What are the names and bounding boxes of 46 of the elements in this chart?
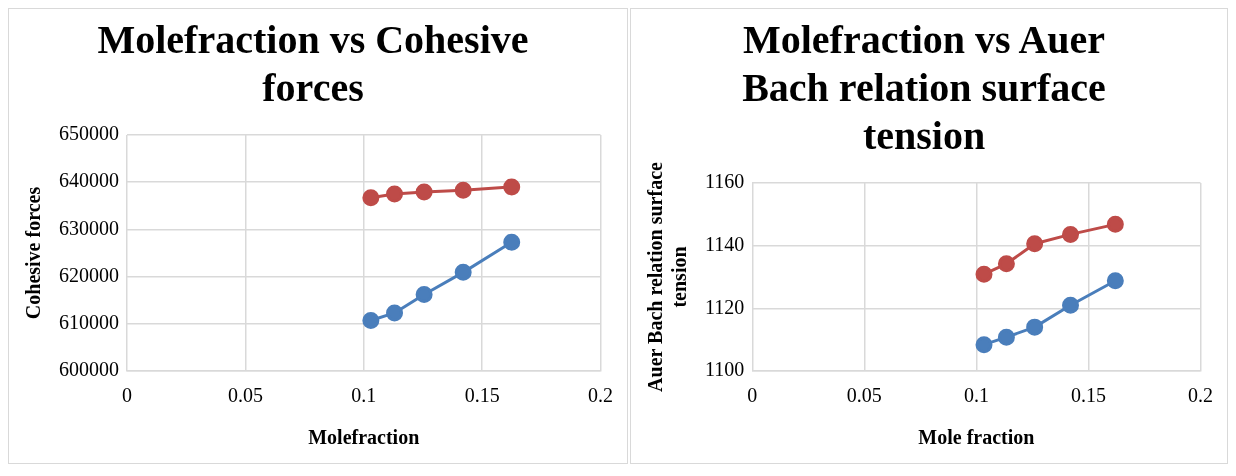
x-tick-label: 0.05 bbox=[227, 384, 263, 407]
chart-title: Molefraction vs Auer Bach relation surface tension bbox=[742, 17, 1106, 159]
x-axis-title: Molefraction bbox=[308, 426, 420, 449]
y-tick-label: 610000 bbox=[59, 311, 119, 334]
x-axis-title: Mole fraction bbox=[918, 426, 1035, 449]
y-tick-label: 600000 bbox=[59, 358, 119, 381]
x-tick-label: 0 bbox=[122, 384, 132, 407]
x-tick-label: 0.05 bbox=[846, 384, 882, 407]
y-tick-label: 640000 bbox=[59, 169, 119, 192]
x-tick-label: 0.2 bbox=[588, 384, 613, 407]
point bbox=[415, 286, 433, 304]
point bbox=[1026, 235, 1044, 253]
y-tick-label: 1120 bbox=[704, 295, 745, 318]
point bbox=[997, 255, 1015, 273]
point bbox=[1106, 272, 1124, 290]
point bbox=[1106, 215, 1124, 233]
y-tick-label: 620000 bbox=[59, 263, 119, 286]
chart-title: Molefraction vs Cohesive forces bbox=[97, 17, 529, 111]
point bbox=[454, 263, 472, 281]
point bbox=[975, 265, 993, 283]
x-tick-label: 0.15 bbox=[1070, 384, 1106, 407]
point bbox=[1062, 225, 1080, 243]
point bbox=[1062, 296, 1080, 314]
point bbox=[997, 328, 1015, 346]
y-axis-title: Auer Bach relation surface tension bbox=[644, 161, 691, 392]
point bbox=[386, 185, 404, 203]
y-tick-label: 650000 bbox=[59, 122, 119, 145]
point bbox=[503, 178, 521, 196]
point bbox=[1026, 318, 1044, 336]
point bbox=[362, 312, 380, 329]
x-tick-label: 0.1 bbox=[963, 384, 989, 407]
y-axis-title: Cohesive forces bbox=[22, 186, 45, 320]
point bbox=[454, 181, 472, 199]
point bbox=[975, 336, 993, 354]
point bbox=[386, 304, 404, 322]
point bbox=[362, 189, 380, 207]
y-tick-label: 1160 bbox=[704, 170, 745, 193]
x-tick-label: 0 bbox=[747, 384, 758, 407]
x-tick-label: 0.2 bbox=[1188, 384, 1213, 407]
x-tick-label: 0.15 bbox=[464, 384, 500, 407]
point bbox=[503, 233, 521, 251]
y-tick-label: 1100 bbox=[704, 358, 745, 381]
point bbox=[415, 183, 433, 201]
x-tick-label: 0.1 bbox=[351, 384, 377, 407]
y-tick-label: 630000 bbox=[59, 216, 119, 239]
y-tick-label: 1140 bbox=[704, 232, 745, 255]
